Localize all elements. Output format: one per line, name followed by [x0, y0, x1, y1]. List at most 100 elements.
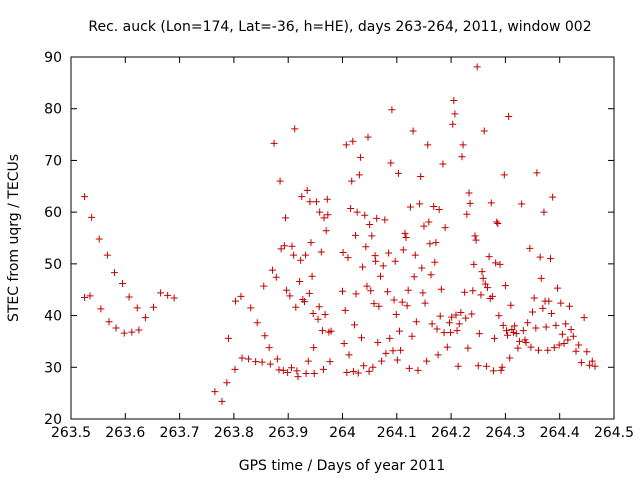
data-point	[379, 262, 387, 270]
data-point	[386, 334, 394, 342]
data-point	[344, 254, 352, 262]
data-points	[81, 63, 599, 405]
data-point	[435, 206, 443, 214]
data-point	[433, 325, 441, 333]
data-point	[363, 282, 371, 290]
data-point	[314, 315, 322, 323]
data-point	[367, 287, 375, 295]
data-point	[545, 297, 553, 305]
data-point	[387, 159, 395, 167]
data-point	[411, 251, 419, 259]
data-point	[318, 327, 326, 335]
data-point	[565, 302, 573, 310]
data-point	[536, 253, 544, 261]
data-point	[554, 284, 562, 292]
data-point	[575, 341, 583, 349]
y-tick-label: 50	[44, 257, 62, 273]
data-point	[555, 341, 563, 349]
data-point	[436, 312, 444, 320]
data-point	[260, 282, 268, 290]
data-point	[548, 310, 556, 318]
data-point	[474, 362, 482, 370]
data-point	[385, 249, 393, 257]
data-point	[500, 171, 508, 179]
data-point	[495, 312, 503, 320]
data-point	[339, 248, 347, 256]
data-point	[398, 298, 406, 306]
data-point	[326, 358, 334, 366]
data-point	[434, 351, 442, 359]
data-point	[504, 331, 512, 339]
data-point	[506, 354, 514, 362]
data-point	[307, 239, 315, 247]
data-point	[469, 287, 477, 295]
data-point	[452, 311, 460, 319]
data-point	[440, 329, 448, 337]
data-point	[141, 314, 149, 322]
data-point	[390, 296, 398, 304]
data-point	[350, 321, 358, 329]
data-point	[445, 319, 453, 327]
data-point	[265, 344, 273, 352]
data-point	[488, 292, 496, 300]
data-point	[247, 304, 255, 312]
data-point	[368, 232, 376, 240]
data-point	[472, 236, 480, 244]
data-point	[473, 63, 481, 71]
data-point	[572, 347, 580, 355]
data-point	[105, 318, 113, 326]
data-point	[396, 327, 404, 335]
data-point	[133, 304, 141, 312]
data-point	[286, 292, 294, 300]
data-point	[591, 362, 599, 370]
data-point	[418, 264, 426, 272]
data-point	[533, 169, 541, 177]
data-point	[489, 367, 497, 375]
x-tick-label: 264.5	[594, 425, 634, 441]
data-point	[312, 198, 320, 206]
data-point	[342, 141, 350, 149]
data-point	[425, 218, 433, 226]
x-tick-label: 264	[329, 425, 356, 441]
data-point	[544, 346, 552, 354]
data-point	[321, 311, 329, 319]
data-point	[564, 336, 572, 344]
data-point	[540, 208, 548, 216]
data-point	[482, 362, 490, 370]
data-point	[441, 224, 449, 232]
data-point	[372, 257, 380, 265]
y-axis-label: STEC from uqrg / TECUs	[6, 154, 22, 322]
data-point	[401, 229, 409, 237]
data-point	[310, 344, 318, 352]
data-point	[287, 364, 295, 372]
data-point	[567, 326, 575, 334]
data-point	[297, 256, 305, 264]
x-tick-label: 263.6	[105, 425, 145, 441]
data-point	[120, 329, 128, 337]
data-point	[303, 186, 311, 194]
data-point	[382, 349, 390, 357]
data-point	[283, 286, 291, 294]
data-point	[353, 208, 361, 216]
data-point	[439, 160, 447, 168]
data-point	[403, 302, 411, 310]
data-point	[293, 367, 301, 375]
chart-title: Rec. auck (Lon=174, Lat=-36, h=HE), days…	[88, 19, 591, 35]
data-point	[322, 227, 330, 235]
data-point	[511, 322, 519, 330]
x-tick-label: 263.7	[160, 425, 200, 441]
x-tick-label: 264.4	[540, 425, 580, 441]
data-point	[459, 141, 467, 149]
data-point	[304, 357, 312, 365]
data-point	[487, 199, 495, 207]
data-point	[524, 319, 532, 327]
data-point	[339, 287, 346, 295]
data-point	[81, 293, 89, 301]
data-point	[356, 153, 364, 161]
data-point	[447, 329, 455, 337]
data-point	[355, 171, 363, 179]
data-point	[514, 344, 522, 352]
data-point	[397, 346, 405, 354]
data-point	[280, 242, 288, 250]
data-point	[315, 303, 323, 311]
